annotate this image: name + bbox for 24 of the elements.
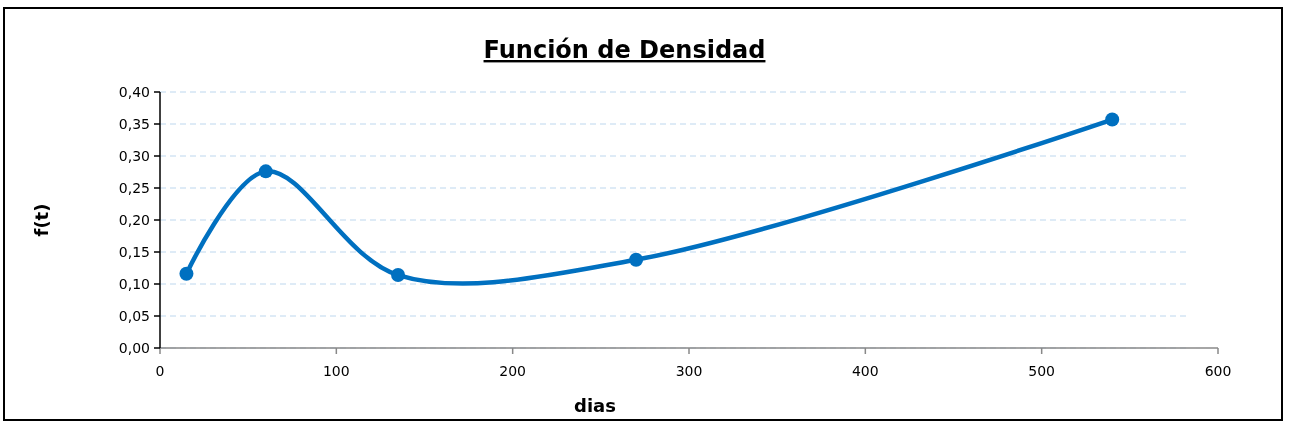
x-tick-label: 500 (1028, 363, 1056, 379)
x-tick-label: 200 (499, 363, 527, 379)
x-tick-label: 100 (322, 363, 350, 379)
y-tick-label: 0,05 (118, 308, 150, 324)
y-tick-label: 0,10 (118, 276, 150, 292)
x-axis-title: dias (574, 395, 616, 416)
y-tick-label: 0,15 (118, 244, 150, 260)
point (391, 268, 406, 283)
point (1105, 112, 1120, 127)
x-tick-label: 0 (155, 363, 165, 379)
y-tick-label: 0,30 (118, 148, 150, 164)
x-tick-label: 400 (851, 363, 879, 379)
chart-title: Función de Densidad (483, 36, 766, 64)
point (179, 266, 194, 281)
y-tick-label: 0,00 (118, 340, 150, 356)
x-tick-label: 600 (1204, 363, 1232, 379)
y-tick-label: 0,25 (118, 180, 150, 196)
point (258, 164, 273, 179)
y-tick-label: 0,20 (118, 212, 150, 228)
y-axis-title: f(t) (31, 203, 52, 237)
point (629, 252, 644, 267)
y-tick-label: 0,35 (118, 116, 150, 132)
x-tick-label: 300 (675, 363, 703, 379)
y-tick-label: 0,40 (118, 84, 150, 100)
